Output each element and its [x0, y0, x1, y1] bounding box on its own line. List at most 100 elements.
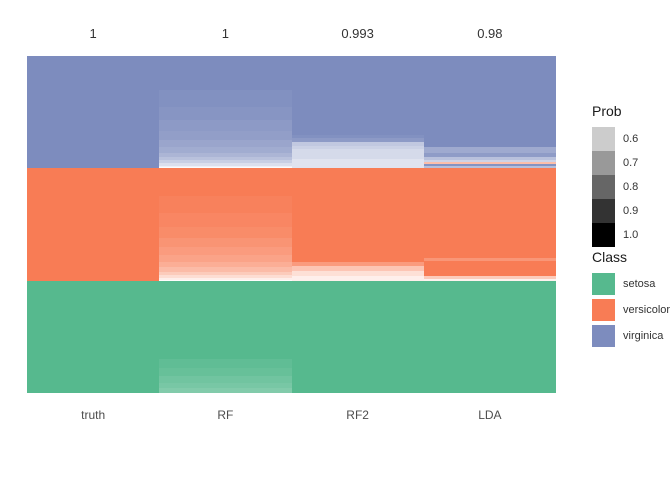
class-band-setosa	[291, 280, 424, 393]
prob-key-swatch	[592, 223, 615, 247]
heatmap-segment	[423, 280, 556, 393]
heatmap-segment	[27, 280, 160, 393]
class-legend-title: Class	[592, 249, 628, 265]
accuracy-label-truth: 1	[89, 26, 97, 41]
heatmap-segment	[291, 280, 424, 393]
class-key-label: versicolor	[623, 304, 671, 316]
prob-legend: Prob 0.6 0.7 0.8 0.9 1.0	[592, 103, 638, 247]
heatmap-segment	[159, 271, 292, 276]
heatmap-segment	[159, 106, 292, 121]
heatmap-segment	[291, 145, 424, 150]
heatmap-segment	[159, 168, 292, 197]
heatmap-segment	[159, 213, 292, 227]
heatmap-segment	[159, 275, 292, 278]
heatmap-segment	[423, 168, 556, 259]
heatmap-segment	[423, 261, 556, 277]
heatmap-segment	[159, 165, 292, 168]
heatmap-segment	[423, 162, 556, 164]
class-key-swatch	[592, 273, 615, 295]
heatmap-segment	[291, 141, 424, 146]
heatmap-segment	[159, 261, 292, 268]
heatmap-segment	[423, 159, 556, 163]
heatmap-column-LDA	[423, 56, 556, 393]
prob-legend-entry: 0.7	[592, 151, 638, 175]
heatmap-segment	[291, 270, 424, 276]
heatmap-segment	[423, 157, 556, 160]
prob-legend-entry: 1.0	[592, 223, 638, 247]
heatmap-segment	[159, 167, 292, 169]
prob-key-label: 0.7	[623, 157, 639, 169]
heatmap-segment	[159, 196, 292, 214]
prob-legend-entry: 0.6	[592, 127, 638, 151]
heatmap-segment	[159, 131, 292, 141]
class-band-setosa	[27, 280, 160, 393]
class-legend-entry-virginica: virginica	[592, 325, 670, 347]
heatmap-segment	[291, 275, 424, 281]
class-band-versicolor	[423, 168, 556, 281]
class-legend-entry-setosa: setosa	[592, 273, 670, 295]
heatmap-segment	[159, 157, 292, 161]
column-label-RF2: RF2	[346, 408, 369, 422]
heatmap-segment	[159, 226, 292, 238]
class-legend: Class setosa versicolor virginica	[592, 249, 670, 347]
class-legend-entries: setosa versicolor virginica	[592, 273, 670, 347]
heatmap-segment	[159, 382, 292, 389]
prob-key-label: 0.6	[623, 133, 639, 145]
accuracy-label-RF: 1	[221, 26, 229, 41]
class-band-virginica	[291, 56, 424, 169]
heatmap-segment	[159, 388, 292, 393]
heatmap-segment	[291, 158, 424, 169]
prob-key-swatch	[592, 127, 615, 151]
heatmap-segment	[27, 56, 160, 169]
prob-key-swatch	[592, 175, 615, 199]
accuracy-label-LDA: 0.98	[477, 26, 503, 41]
heatmap-segment	[159, 89, 292, 107]
prob-colorbar: 0.6 0.7 0.8 0.9 1.0	[592, 127, 638, 247]
column-label-truth: truth	[81, 408, 106, 422]
heatmap-segment	[423, 258, 556, 262]
heatmap-panel	[27, 56, 556, 393]
heatmap-column-RF2	[291, 56, 424, 393]
class-key-label: virginica	[623, 330, 664, 342]
heatmap-segment	[423, 146, 556, 154]
heatmap-segment	[159, 140, 292, 147]
heatmap-column-truth	[27, 56, 160, 393]
accuracy-labels-row: 1 1 0.993 0.98	[27, 26, 556, 42]
heatmap-segment	[159, 160, 292, 164]
heatmap-segment	[291, 138, 424, 142]
class-legend-entry-versicolor: versicolor	[592, 299, 670, 321]
prob-legend-entry: 0.9	[592, 199, 638, 223]
class-band-versicolor	[159, 168, 292, 281]
heatmap-segment	[159, 267, 292, 272]
class-band-setosa	[159, 280, 292, 393]
class-band-versicolor	[291, 168, 424, 281]
prob-key-swatch	[592, 151, 615, 175]
heatmap-segment	[159, 237, 292, 247]
heatmap-segment	[159, 280, 292, 360]
heatmap-segment	[159, 254, 292, 262]
heatmap-segment	[291, 149, 424, 159]
prob-key-label: 0.8	[623, 181, 639, 193]
prob-key-label: 1.0	[623, 229, 639, 241]
heatmap-segment	[159, 277, 292, 280]
heatmap-segment	[423, 163, 556, 167]
heatmap-segment	[423, 153, 556, 158]
heatmap-segment	[423, 56, 556, 147]
column-label-RF: RF	[217, 408, 234, 422]
heatmap-segment	[159, 376, 292, 383]
prob-key-label: 0.9	[623, 205, 639, 217]
x-axis-labels-row: truth RF RF2 LDA	[27, 407, 556, 423]
heatmap-segment	[159, 152, 292, 158]
heatmap-segment	[423, 279, 556, 281]
heatmap-segment	[159, 163, 292, 166]
heatmap-segment	[159, 56, 292, 90]
heatmap-segment	[159, 246, 292, 255]
heatmap-segment	[27, 168, 160, 281]
heatmap-segment	[291, 134, 424, 138]
class-key-swatch	[592, 299, 615, 321]
heatmap-segment	[291, 168, 424, 262]
heatmap-segment	[159, 368, 292, 377]
heatmap-segment	[159, 279, 292, 281]
heatmap-column-RF	[159, 56, 292, 393]
